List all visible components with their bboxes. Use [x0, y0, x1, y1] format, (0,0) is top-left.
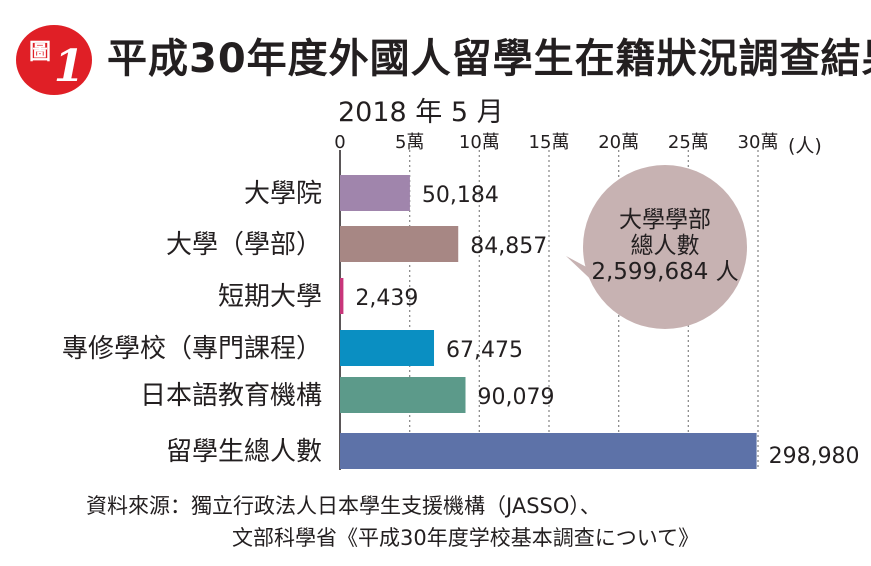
- category-label: 留學生總人數: [166, 437, 322, 467]
- value-label: 50,184: [422, 183, 499, 208]
- source-note: 資料來源：獨立行政法人日本學生支援機構（JASSO）、 文部科學省《平成30年度…: [86, 490, 699, 554]
- badge-label: 圖: [29, 40, 51, 65]
- callout-line-1: 大學學部: [619, 207, 711, 233]
- x-tick-label: 10萬: [459, 132, 500, 153]
- category-label: 大學（學部）: [166, 230, 322, 260]
- callout-line-3: 2,599,684 人: [591, 259, 739, 285]
- x-axis-unit: (人): [788, 135, 822, 157]
- value-label: 298,980: [769, 444, 860, 469]
- callout-text: 大學學部 總人數 2,599,684 人: [588, 207, 742, 285]
- figure-badge: 圖 1: [16, 25, 92, 95]
- chart-date: 2018 年 5 月: [338, 97, 504, 128]
- callout-line-2: 總人數: [630, 233, 700, 259]
- value-label: 2,439: [355, 286, 418, 311]
- badge-circle: [16, 25, 92, 95]
- callout-bubble: [566, 165, 747, 329]
- bar: [340, 377, 466, 413]
- value-label: 67,475: [446, 338, 523, 363]
- source-line-2: 文部科學省《平成30年度学校基本調查について》: [232, 526, 700, 550]
- source-line-1: 資料來源：獨立行政法人日本學生支援機構（JASSO）、: [86, 494, 601, 518]
- category-label: 短期大學: [218, 282, 322, 312]
- x-tick-label: 20萬: [598, 132, 639, 153]
- chart-title: 平成30年度外國人留學生在籍狀況調查結果: [107, 36, 871, 82]
- value-label: 90,079: [478, 385, 555, 410]
- badge-number: 1: [54, 41, 85, 92]
- bar: [340, 433, 757, 469]
- x-tick-label: 30萬: [738, 132, 779, 153]
- x-tick-label: 15萬: [529, 132, 570, 153]
- bar: [340, 175, 410, 211]
- x-tick-label: 25萬: [668, 132, 709, 153]
- category-label: 大學院: [244, 179, 322, 209]
- value-label: 84,857: [470, 234, 547, 259]
- category-label: 專修學校（專門課程）: [62, 334, 322, 364]
- label-layer: 0 5萬 10萬 15萬 20萬 25萬 30萬 (人) 大學院 50,184 大學（學部） 84,8…: [62, 132, 860, 469]
- x-tick-label: 0: [334, 132, 345, 153]
- bar: [340, 330, 435, 366]
- callout-circle: [583, 165, 747, 329]
- x-tick-label: 5萬: [395, 132, 424, 153]
- category-label: 日本語教育機構: [140, 381, 322, 411]
- bar: [340, 278, 344, 314]
- bar: [340, 226, 459, 262]
- bar-layer: [340, 175, 757, 469]
